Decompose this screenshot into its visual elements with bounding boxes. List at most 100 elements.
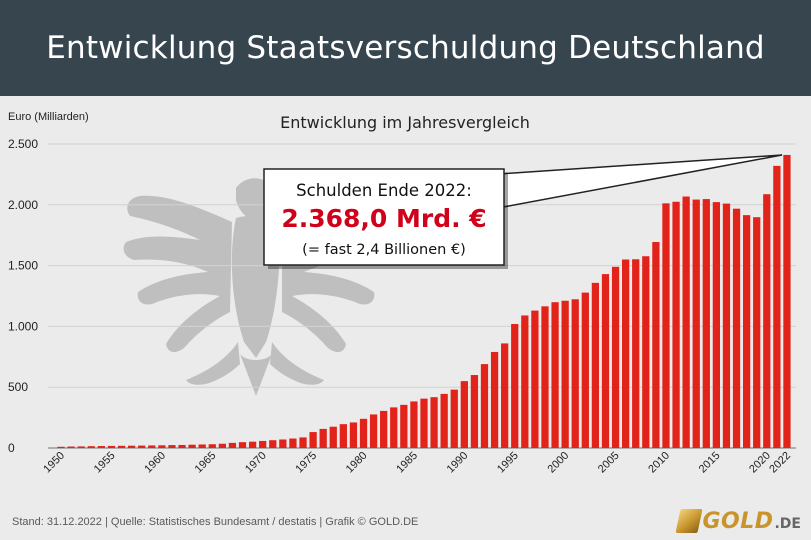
callout-label: Schulden Ende 2022: xyxy=(296,181,472,200)
bar-1997 xyxy=(531,310,539,448)
x-tick-label: 1980 xyxy=(344,450,370,476)
bar-1994 xyxy=(501,343,509,448)
bar-1985 xyxy=(410,401,418,448)
bar-1969 xyxy=(248,441,257,448)
bar-1961 xyxy=(168,445,176,448)
bar-2014 xyxy=(702,199,710,448)
bar-1951 xyxy=(67,446,75,448)
x-tick-label: 2000 xyxy=(546,450,572,476)
bar-1987 xyxy=(430,397,438,448)
chart-area: Euro (Milliarden) Entwicklung im Jahresv… xyxy=(0,96,811,500)
callout-box xyxy=(263,168,505,266)
bar-1976 xyxy=(319,428,327,448)
bar-1972 xyxy=(279,439,287,448)
bar-1964 xyxy=(198,444,206,448)
bar-1962 xyxy=(178,444,186,448)
bar-1998 xyxy=(541,306,549,448)
logo-word: GOLD xyxy=(702,508,774,534)
x-tick-label: 1950 xyxy=(41,450,67,476)
bar-1996 xyxy=(521,315,529,448)
bar-2012 xyxy=(682,196,690,448)
gold-de-logo[interactable]: GOLD .DE xyxy=(675,506,801,536)
y-tick-label: 1.500 xyxy=(8,259,38,273)
bar-2016 xyxy=(722,203,731,448)
bar-1960 xyxy=(158,445,166,448)
x-tick-label: 2022 xyxy=(767,450,793,476)
bar-1989 xyxy=(450,389,458,448)
bar-2008 xyxy=(642,256,650,448)
bar-1977 xyxy=(329,426,337,448)
y-tick-labels: 0 500 1.000 1.500 2.000 2.500 xyxy=(8,137,38,455)
y-axis-label: Euro (Milliarden) xyxy=(8,111,89,123)
bar-1990 xyxy=(460,381,468,448)
x-tick-label: 1955 xyxy=(92,450,118,476)
x-tick-label: 2015 xyxy=(697,450,723,476)
y-tick-label: 2.500 xyxy=(8,137,38,151)
bar-1955 xyxy=(107,445,116,448)
bar-1973 xyxy=(289,438,297,448)
bar-2002 xyxy=(581,292,589,448)
bar-1966 xyxy=(218,443,226,448)
y-tick-label: 1.000 xyxy=(8,319,38,333)
x-tick-label: 2005 xyxy=(596,450,622,476)
x-tick-label: 2020 xyxy=(747,450,773,476)
bar-1959 xyxy=(148,445,156,448)
bar-2005 xyxy=(611,266,620,448)
callout-pointer xyxy=(497,154,783,209)
bar-1957 xyxy=(127,445,136,448)
bar-2022 xyxy=(783,154,791,448)
x-tick-label: 2010 xyxy=(646,450,672,476)
x-tick-label: 1995 xyxy=(495,450,521,476)
bar-1956 xyxy=(117,445,126,448)
bar-1954 xyxy=(97,446,105,448)
bar-1999 xyxy=(551,302,559,448)
bar-2010 xyxy=(662,203,670,448)
y-tick-label: 0 xyxy=(8,441,15,455)
bar-1992 xyxy=(480,364,489,448)
bar-2003 xyxy=(591,282,600,448)
bar-2017 xyxy=(732,208,741,448)
bar-2004 xyxy=(601,274,610,448)
bar-1981 xyxy=(369,414,378,448)
footer: Stand: 31.12.2022 | Quelle: Statistische… xyxy=(0,500,811,540)
bar-1950 xyxy=(57,446,65,448)
bar-1986 xyxy=(420,398,428,448)
source-note: Stand: 31.12.2022 | Quelle: Statistische… xyxy=(12,516,419,528)
x-tick-label: 1985 xyxy=(394,450,420,476)
bar-1993 xyxy=(490,351,499,448)
bar-1952 xyxy=(77,446,85,448)
bar-2001 xyxy=(571,299,579,448)
x-tick-label: 1965 xyxy=(193,450,219,476)
bar-1971 xyxy=(269,440,277,448)
bar-2018 xyxy=(743,215,751,448)
bar-1974 xyxy=(299,437,307,448)
header-banner: Entwicklung Staatsverschuldung Deutschla… xyxy=(0,0,811,96)
bar-1978 xyxy=(339,424,347,448)
bar-1968 xyxy=(238,442,247,448)
bar-1988 xyxy=(440,393,448,448)
x-tick-labels: 1950 1955 1960 1965 1970 1975 1980 1985 1990 1995… xyxy=(41,450,793,476)
gold-bar-icon xyxy=(675,509,703,533)
bar-1963 xyxy=(188,444,196,448)
bar-2006 xyxy=(622,259,630,448)
bar-1967 xyxy=(228,442,237,448)
bar-1984 xyxy=(400,404,408,448)
x-tick-label: 1970 xyxy=(243,450,269,476)
bar-1979 xyxy=(349,422,358,448)
bar-1980 xyxy=(359,418,368,448)
bar-2019 xyxy=(753,217,761,448)
debt-bar-chart: Euro (Milliarden) Entwicklung im Jahresv… xyxy=(8,111,796,476)
bar-1958 xyxy=(138,445,146,448)
callout-joint xyxy=(497,176,501,206)
bar-1970 xyxy=(259,440,267,448)
y-tick-label: 500 xyxy=(8,380,28,394)
bar-2000 xyxy=(561,300,569,448)
bar-2020 xyxy=(763,194,771,448)
bar-2011 xyxy=(672,201,680,448)
bar-1995 xyxy=(511,323,519,448)
bar-1965 xyxy=(208,444,216,448)
page-title: Entwicklung Staatsverschuldung Deutschla… xyxy=(46,30,765,66)
x-tick-label: 1960 xyxy=(142,450,168,476)
chart-title: Entwicklung im Jahresvergleich xyxy=(280,113,530,132)
bar-2009 xyxy=(652,242,660,448)
